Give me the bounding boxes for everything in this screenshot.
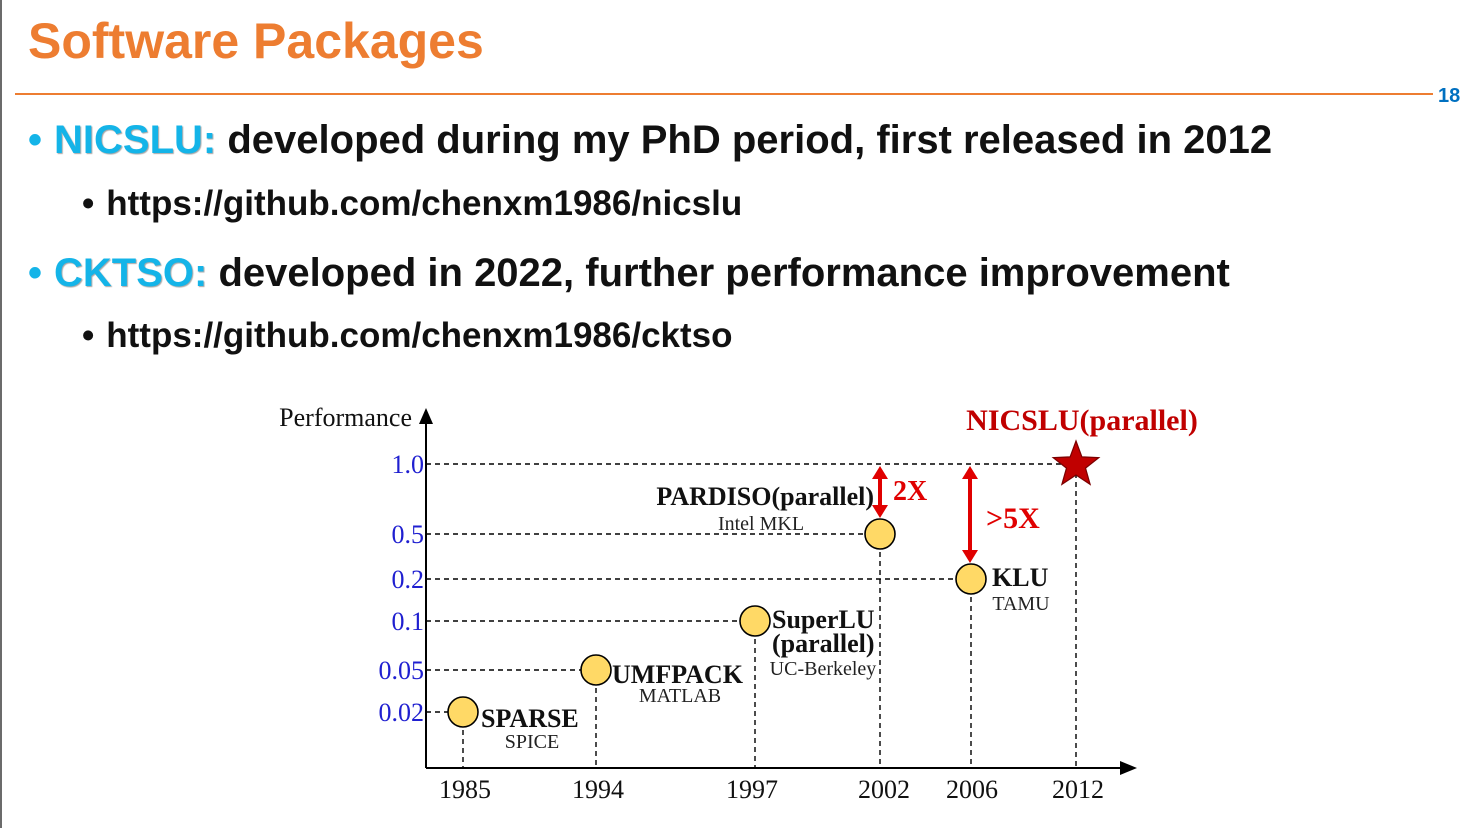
data-point-label: SPARSE — [481, 704, 579, 733]
data-point-label: KLU — [992, 563, 1049, 592]
bullet-cktso: • CKTSO: developed in 2022, further perfo… — [28, 251, 1230, 296]
arrow-head-down-icon — [962, 550, 978, 563]
x-tick-label: 1985 — [439, 775, 491, 804]
data-point-marker — [447, 696, 479, 728]
y-tick-label: 0.2 — [392, 565, 425, 594]
bullet-dot-icon: • — [82, 316, 95, 355]
data-point-label: UMFPACK — [612, 660, 744, 689]
x-tick-label: 2012 — [1052, 775, 1104, 804]
data-point-sublabel: SPICE — [505, 731, 559, 753]
page-number: 18 — [1438, 85, 1461, 107]
bullet-highlight: CKTSO: — [54, 251, 208, 295]
data-point-marker — [739, 605, 771, 637]
title-divider — [15, 93, 1433, 95]
bullet-text: developed in 2022, further performance i… — [207, 251, 1230, 295]
bullet-cktso-link: • https://github.com/chenxm1986/cktso — [82, 316, 733, 356]
data-point-marker — [955, 563, 987, 595]
slide-title: Software Packages — [28, 13, 484, 69]
nicslu-label: NICSLU(parallel) — [966, 404, 1198, 437]
arrow-head-up-icon — [962, 466, 978, 479]
x-axis-arrow-icon — [1120, 761, 1137, 775]
bullet-link-text: https://github.com/chenxm1986/cktso — [106, 316, 733, 355]
bullet-link-text: https://github.com/chenxm1986/nicslu — [106, 184, 743, 223]
bullet-highlight: NICSLU: — [54, 118, 217, 162]
data-point-marker — [864, 518, 896, 550]
speedup-label-2x: 2X — [893, 476, 927, 507]
star-marker-icon — [1051, 439, 1101, 486]
slide-left-border — [0, 0, 2, 828]
data-point-sublabel: TAMU — [992, 593, 1050, 615]
y-axis-arrow-icon — [419, 408, 433, 424]
y-tick-label: 0.1 — [392, 607, 425, 636]
bullet-dot-icon: • — [82, 184, 95, 223]
y-tick-label: 1.0 — [392, 450, 425, 479]
data-point-marker — [580, 654, 612, 686]
arrow-head-up-icon — [872, 466, 888, 479]
data-point-sublabel: UC-Berkeley — [770, 658, 877, 680]
speedup-label-5x: >5X — [986, 502, 1040, 535]
bullet-dot-icon: • — [28, 118, 43, 162]
x-tick-label: 1994 — [572, 775, 624, 804]
x-tick-label: 1997 — [726, 775, 778, 804]
bullet-nicslu-link: • https://github.com/chenxm1986/nicslu — [82, 184, 742, 224]
bullet-text: developed during my PhD period, first re… — [216, 118, 1273, 162]
data-point-label: (parallel) — [772, 629, 875, 658]
arrow-head-down-icon — [872, 505, 888, 518]
bullet-dot-icon: • — [28, 251, 43, 295]
data-point-label: PARDISO(parallel) — [656, 482, 874, 511]
y-tick-label: 0.05 — [379, 656, 425, 685]
y-tick-label: 0.02 — [379, 698, 425, 727]
data-point-label: SuperLU — [772, 605, 875, 634]
data-point-sublabel: Intel MKL — [718, 513, 804, 535]
x-tick-label: 2006 — [946, 775, 998, 804]
y-axis-title: Performance — [279, 403, 412, 432]
bullet-nicslu: • NICSLU: developed during my PhD period,… — [28, 118, 1272, 163]
y-tick-label: 0.5 — [392, 520, 425, 549]
x-tick-label: 2002 — [858, 775, 910, 804]
data-point-sublabel: MATLAB — [639, 685, 721, 707]
